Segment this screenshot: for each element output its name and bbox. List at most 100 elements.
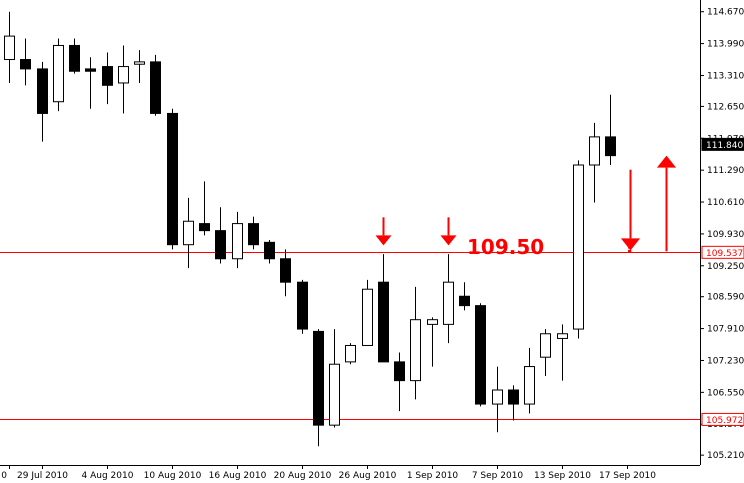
candle-body [167, 112, 178, 246]
candle-body [443, 281, 454, 325]
candle [362, 279, 373, 346]
candle [37, 61, 48, 142]
candle [150, 54, 161, 116]
candle-body [508, 389, 519, 405]
candle [248, 216, 259, 250]
price-tick-label: 106.550 [707, 388, 744, 398]
candle [508, 385, 519, 421]
price-tick-label: 105.210 [707, 451, 744, 461]
level-tag-1: 105.972 [701, 412, 744, 426]
price-tags: 109.537 105.972 111.840 [701, 137, 744, 426]
candle-body [524, 366, 535, 405]
level-label-109-50: 109.50 [467, 235, 544, 259]
arrow-head [656, 155, 677, 168]
candle-body [232, 223, 243, 260]
candle-body [475, 305, 486, 405]
candle-body [215, 230, 226, 260]
price-tick-label: 113.990 [707, 40, 744, 50]
level-tag-0-box [701, 245, 744, 259]
time-tick-label: 20 Aug 2010 [274, 471, 332, 481]
time-tick-label: 16 Aug 2010 [209, 471, 267, 481]
time-axis-ticks: 0 29 Jul 2010 4 Aug 2010 10 Aug 2010 16 Aug … [1, 465, 656, 481]
current-price-tag-label: 111.840 [706, 141, 743, 151]
candle-body [297, 281, 308, 330]
projection-up-arrow [656, 155, 677, 252]
candle [69, 38, 80, 74]
candle [345, 343, 356, 365]
candle-body [37, 68, 48, 114]
candle [167, 108, 178, 250]
projection-down-arrow [620, 169, 641, 251]
time-tick-label: 4 Aug 2010 [82, 471, 134, 481]
level-tag-1-label: 105.972 [706, 416, 743, 426]
candle [232, 211, 243, 269]
price-tick-label: 107.230 [707, 356, 744, 366]
price-tick-label: 114.670 [707, 8, 744, 18]
candles [4, 11, 616, 447]
candle [589, 122, 600, 203]
candle-body [557, 333, 568, 339]
time-tick-label: 10 Aug 2010 [144, 471, 202, 481]
candle [297, 279, 308, 334]
candle [459, 282, 470, 311]
candle [215, 207, 226, 264]
candle-body [69, 44, 80, 72]
price-tick-label: 107.910 [707, 325, 744, 335]
candle [492, 366, 503, 433]
annotations: 109.50 ? [375, 155, 677, 259]
price-tick-label: 111.290 [707, 166, 744, 176]
candle-body [605, 136, 616, 157]
time-tick-label: 29 Jul 2010 [17, 471, 68, 481]
candle [427, 317, 438, 367]
candle-body [313, 330, 324, 426]
candle-body [85, 68, 96, 72]
candle-body [362, 288, 373, 346]
candle [102, 52, 113, 105]
down-arrow-1 [375, 217, 392, 246]
candle [85, 57, 96, 109]
candle [313, 329, 324, 447]
candle [475, 303, 486, 407]
candle [264, 240, 275, 264]
current-price-tag-box [701, 137, 744, 151]
candle [20, 38, 31, 86]
candle-body [410, 319, 421, 382]
candle-body [459, 295, 470, 307]
time-tick-label: 17 Sep 2010 [599, 471, 656, 481]
candle-body [199, 223, 210, 232]
candle [524, 347, 535, 414]
candle-body [264, 241, 275, 260]
candle-body [183, 220, 194, 246]
level-tag-0-label: 109.537 [706, 249, 743, 259]
candle-body [118, 66, 129, 84]
candle-body [280, 258, 291, 283]
arrow-head [440, 235, 457, 246]
candle-body [589, 136, 600, 166]
candle [573, 160, 584, 339]
candle-body [329, 363, 340, 426]
candle [53, 38, 64, 112]
time-tick-label: 7 Sep 2010 [472, 471, 524, 481]
level-tag-1-box [701, 412, 744, 426]
candle [4, 11, 15, 83]
price-tick-label: 109.930 [707, 230, 744, 240]
candle-body [540, 333, 551, 358]
candle [199, 181, 210, 236]
candle-body [150, 61, 161, 114]
candle-body [134, 61, 145, 65]
candle [118, 45, 129, 114]
horizontal-levels [0, 252, 700, 420]
candle-body [427, 319, 438, 325]
time-tick-label: 1 Sep 2010 [407, 471, 459, 481]
candle [378, 254, 389, 363]
price-tick-label: 110.610 [707, 198, 744, 208]
candle-body [573, 164, 584, 330]
price-axis-ticks: 114.670113.990113.310112.650111.970111.2… [700, 8, 744, 461]
arrow-head [375, 235, 392, 246]
candle-body [248, 223, 259, 246]
candle [329, 329, 340, 428]
candle [605, 94, 616, 165]
level-tag-0: 109.537 [701, 245, 744, 259]
candle-body [20, 59, 31, 70]
